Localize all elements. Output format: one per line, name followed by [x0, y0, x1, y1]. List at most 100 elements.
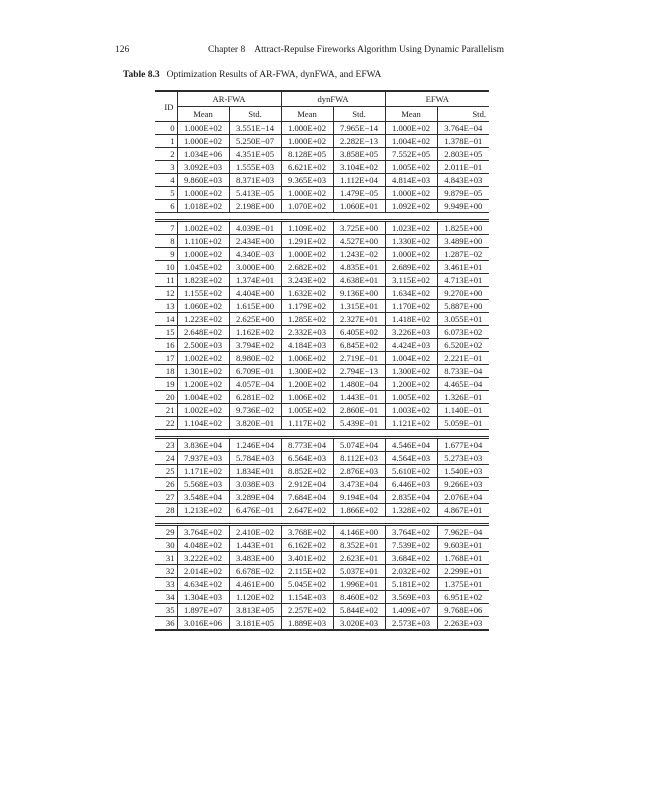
value-cell: 1.000E+02: [280, 247, 334, 261]
value-cell: 3.016E+06: [176, 616, 229, 631]
value-cell: 3.055E+01: [436, 312, 490, 326]
value-cell: 2.282E−13: [332, 134, 386, 148]
value-cell: 1.615E+00: [228, 299, 282, 313]
value-cell: 4.351E+05: [228, 147, 282, 161]
value-cell: 1.632E+02: [280, 286, 334, 300]
value-cell: 9.949E+00: [436, 199, 490, 213]
value-cell: 2.011E−01: [436, 160, 490, 174]
value-cell: 1.540E+03: [436, 464, 490, 478]
row-id-cell: 31: [155, 551, 177, 565]
value-cell: 2.835E+04: [384, 490, 438, 504]
value-cell: 9.136E+00: [332, 286, 386, 300]
value-cell: 3.289E+04: [228, 490, 282, 504]
value-cell: 1.378E−01: [436, 134, 490, 148]
value-cell: 2.573E+03: [384, 616, 438, 631]
value-cell: 8.852E+02: [280, 464, 334, 478]
row-id-cell: 9: [155, 247, 177, 261]
table-row: 14 1.223E+02 2.625E+00 1.285E+02 2.327E+01 1.…: [155, 312, 490, 326]
table-row: 24 7.937E+03 5.784E+03 6.564E+03 8.112E+03 4.…: [155, 451, 490, 465]
value-cell: 8.733E−04: [436, 364, 490, 378]
value-cell: 3.181E+05: [228, 616, 282, 631]
value-cell: 6.564E+03: [280, 451, 334, 465]
results-table: ID AR-FWA dynFWA EFWA Mean Std. Mean Std…: [155, 90, 490, 631]
value-cell: 1.034E+06: [176, 147, 229, 161]
value-cell: 2.876E+03: [332, 464, 386, 478]
block-separator: [155, 213, 489, 221]
value-cell: 4.465E−04: [436, 377, 490, 391]
value-cell: 6.621E+02: [280, 160, 334, 174]
row-id-cell: 21: [155, 403, 177, 417]
value-cell: 1.768E+01: [436, 551, 490, 565]
value-cell: 2.682E+02: [280, 260, 334, 274]
col-header-mean-1: Mean: [176, 106, 229, 122]
value-cell: 3.104E+02: [332, 160, 386, 174]
row-id-cell: 12: [155, 286, 177, 300]
table-row: 35 1.897E+07 3.813E+05 2.257E+02 5.844E+02 1.…: [155, 603, 490, 617]
value-cell: 1.285E+02: [280, 312, 334, 326]
value-cell: 4.546E+04: [384, 436, 438, 452]
value-cell: 5.413E−05: [228, 186, 282, 200]
value-cell: 1.213E+02: [176, 503, 229, 517]
value-cell: 4.814E+03: [384, 173, 438, 187]
row-id-cell: 6: [155, 199, 177, 213]
table-row: 29 3.764E+02 2.410E−02 3.768E+02 4.146E+00 3.…: [155, 523, 490, 539]
value-cell: 3.794E+02: [228, 338, 282, 352]
table-row: 36 3.016E+06 3.181E+05 1.889E+03 3.020E+03 2.…: [155, 616, 490, 631]
row-id-cell: 36: [155, 616, 177, 631]
value-cell: 5.784E+03: [228, 451, 282, 465]
value-cell: 1.045E+02: [176, 260, 229, 274]
value-cell: 1.005E+02: [384, 390, 438, 404]
value-cell: 5.250E−07: [228, 134, 282, 148]
value-cell: 1.677E+04: [436, 436, 490, 452]
value-cell: 3.725E+00: [332, 219, 386, 235]
value-cell: 1.002E+02: [176, 403, 229, 417]
value-cell: 4.461E+00: [228, 577, 282, 591]
table-row: 16 2.500E+03 3.794E+02 4.184E+03 6.845E+02 4.…: [155, 338, 490, 352]
row-id-cell: 20: [155, 390, 177, 404]
row-id-cell: 30: [155, 538, 177, 552]
value-cell: 1.897E+07: [176, 603, 229, 617]
value-cell: 4.404E+00: [228, 286, 282, 300]
value-cell: 1.000E+02: [280, 186, 334, 200]
value-cell: 3.551E−14: [228, 121, 282, 135]
table-row: 11 1.823E+02 1.374E+01 3.243E+02 4.638E+01 3.…: [155, 273, 490, 287]
value-cell: 1.023E+02: [384, 219, 438, 235]
row-id-cell: 32: [155, 564, 177, 578]
row-id-cell: 34: [155, 590, 177, 604]
value-cell: 5.844E+02: [332, 603, 386, 617]
value-cell: 9.365E+03: [280, 173, 334, 187]
value-cell: 4.843E+03: [436, 173, 490, 187]
running-head-title: Chapter 8 Attract-Repulse Fireworks Algor…: [208, 45, 504, 55]
table-row: 23 3.836E+04 1.246E+04 8.773E+04 5.074E+04 4.…: [155, 436, 490, 452]
value-cell: 7.552E+05: [384, 147, 438, 161]
table-block: 7 1.002E+02 4.039E−01 1.109E+02 3.725E+00 1.0…: [155, 219, 490, 430]
row-id-cell: 1: [155, 134, 177, 148]
value-cell: 3.764E+02: [384, 523, 438, 539]
col-group-efwa: EFWA: [384, 91, 490, 107]
value-cell: 5.273E+03: [436, 451, 490, 465]
value-cell: 8.371E+03: [228, 173, 282, 187]
value-cell: 6.073E+02: [436, 325, 490, 339]
row-id-cell: 5: [155, 186, 177, 200]
value-cell: 6.845E+02: [332, 338, 386, 352]
value-cell: 1.002E+02: [176, 219, 229, 235]
value-cell: 3.000E+00: [228, 260, 282, 274]
value-cell: 6.405E+02: [332, 325, 386, 339]
value-cell: 1.243E−02: [332, 247, 386, 261]
value-cell: 1.171E+02: [176, 464, 229, 478]
caption-text: Optimization Results of AR-FWA, dynFWA, …: [166, 70, 382, 80]
row-id-cell: 13: [155, 299, 177, 313]
value-cell: 1.834E+01: [228, 464, 282, 478]
col-header-std-1: Std.: [228, 106, 282, 122]
value-cell: 9.603E+01: [436, 538, 490, 552]
row-id-cell: 17: [155, 351, 177, 365]
caption-label: Table 8.3: [123, 70, 160, 80]
table-row: 0 1.000E+02 3.551E−14 1.000E+02 7.965E−14 1.0…: [155, 121, 490, 135]
value-cell: 1.300E+02: [384, 364, 438, 378]
row-id-cell: 16: [155, 338, 177, 352]
value-cell: 2.198E+00: [228, 199, 282, 213]
table-row: 9 1.000E+02 4.340E−03 1.000E+02 1.243E−02 1.0…: [155, 247, 490, 261]
row-id-cell: 26: [155, 477, 177, 491]
value-cell: 1.004E+02: [384, 351, 438, 365]
value-cell: 2.648E+02: [176, 325, 229, 339]
